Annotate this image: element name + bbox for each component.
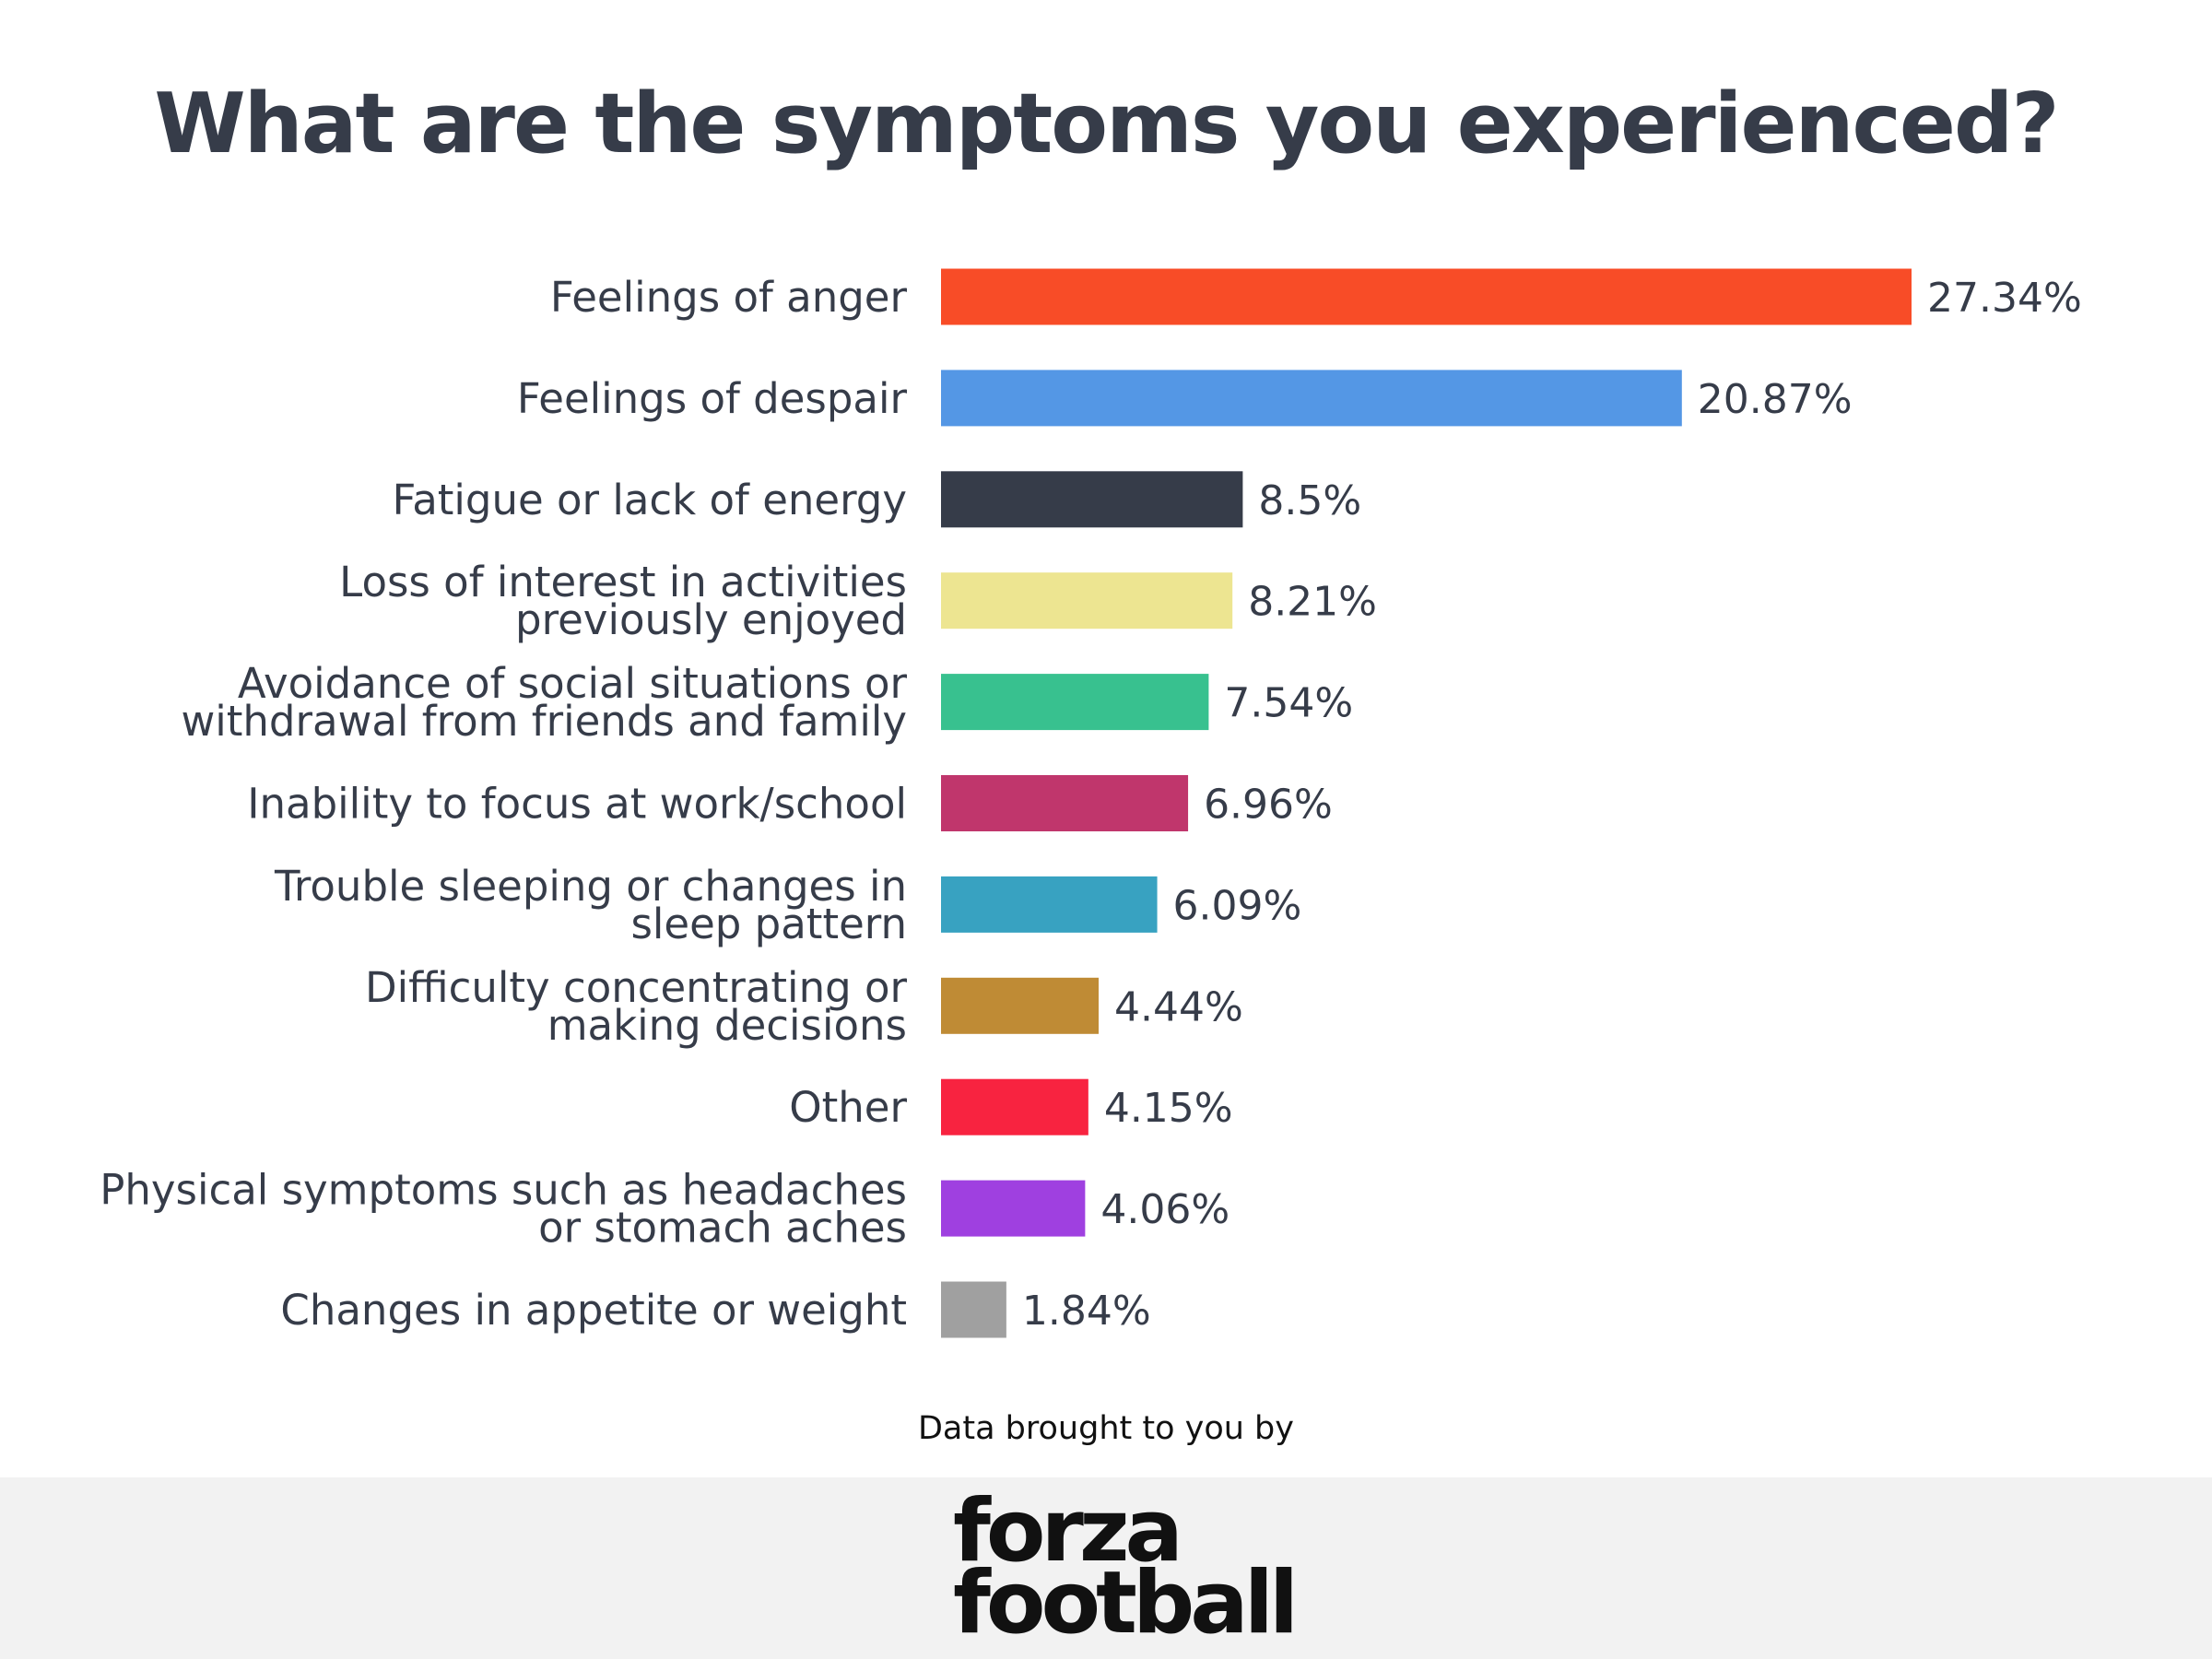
chart-title: What are the symptoms you experienced?	[154, 76, 2059, 172]
forza-football-logo: forza football	[953, 1481, 1299, 1653]
category-label-3-line-0: Loss of interest in activities	[339, 558, 907, 606]
category-label-6-line-1: sleep pattern	[630, 900, 907, 948]
value-label-9: 4.06%	[1100, 1186, 1230, 1233]
value-label-2: 8.5%	[1258, 477, 1361, 524]
category-label-8-line-0: Other	[789, 1083, 907, 1132]
category-label-4-line-1: withdrawal from friends and family	[181, 697, 907, 746]
category-label-9-line-0: Physical symptoms such as headaches	[100, 1166, 907, 1215]
value-label-5: 6.96%	[1204, 782, 1333, 829]
value-label-3: 8.21%	[1248, 579, 1377, 626]
bar-1	[941, 370, 1682, 427]
category-label-9-line-1: or stomach aches	[538, 1204, 907, 1253]
category-label-2-line-0: Fatigue or lack of energy	[392, 476, 907, 524]
category-label-1: Feelings of despair	[517, 374, 908, 423]
category-label-8: Other	[789, 1083, 907, 1132]
category-label-9: Physical symptoms such as headaches or st…	[100, 1166, 907, 1253]
category-label-4-line-0: Avoidance of social situations or	[238, 659, 908, 708]
logo-word-1: forza	[953, 1481, 1183, 1582]
bar-5	[941, 775, 1189, 831]
category-label-5: Inability to focus at work/school	[247, 780, 907, 829]
bar-2	[941, 471, 1243, 528]
value-label-0: 27.34%	[1927, 275, 2082, 322]
bar-9	[941, 1180, 1086, 1237]
category-label-7: Difficulty concentrating or making decisi…	[365, 963, 908, 1050]
category-label-3: Loss of interest in activities previously…	[339, 558, 907, 644]
bar-6	[941, 876, 1158, 933]
category-label-10: Changes in appetite or weight	[280, 1286, 907, 1335]
category-label-10-line-0: Changes in appetite or weight	[280, 1286, 907, 1335]
footer-band: forza football	[0, 1477, 2212, 1659]
bar-4	[941, 674, 1209, 731]
value-label-4: 7.54%	[1224, 680, 1353, 727]
category-label-0: Feelings of anger	[550, 273, 908, 322]
category-label-4: Avoidance of social situations or withdra…	[181, 659, 907, 746]
data-credit: Data brought to you by	[917, 1410, 1294, 1447]
bar-chart: 27.34% Feelings of anger 20.87% Feelings of…	[100, 268, 2082, 1338]
category-label-3-line-1: previously enjoyed	[515, 595, 907, 644]
category-label-5-line-0: Inability to focus at work/school	[247, 780, 907, 829]
value-label-8: 4.15%	[1104, 1085, 1233, 1132]
category-label-6-line-0: Trouble sleeping or changes in	[274, 862, 907, 911]
category-label-0-line-0: Feelings of anger	[550, 273, 908, 322]
value-label-10: 1.84%	[1022, 1288, 1151, 1335]
bar-8	[941, 1078, 1088, 1135]
bar-0	[941, 268, 1912, 325]
category-label-7-line-0: Difficulty concentrating or	[365, 963, 908, 1012]
bar-3	[941, 572, 1233, 629]
value-label-7: 4.44%	[1114, 983, 1243, 1030]
category-label-2: Fatigue or lack of energy	[392, 476, 907, 524]
bar-7	[941, 977, 1100, 1034]
category-label-6: Trouble sleeping or changes in sleep patt…	[274, 862, 907, 948]
value-label-1: 20.87%	[1698, 376, 1853, 423]
value-label-6: 6.09%	[1173, 882, 1302, 929]
category-label-7-line-1: making decisions	[547, 1001, 907, 1050]
logo-word-2: football	[953, 1553, 1299, 1653]
category-label-1-line-0: Feelings of despair	[517, 374, 908, 423]
bar-10	[941, 1281, 1006, 1338]
